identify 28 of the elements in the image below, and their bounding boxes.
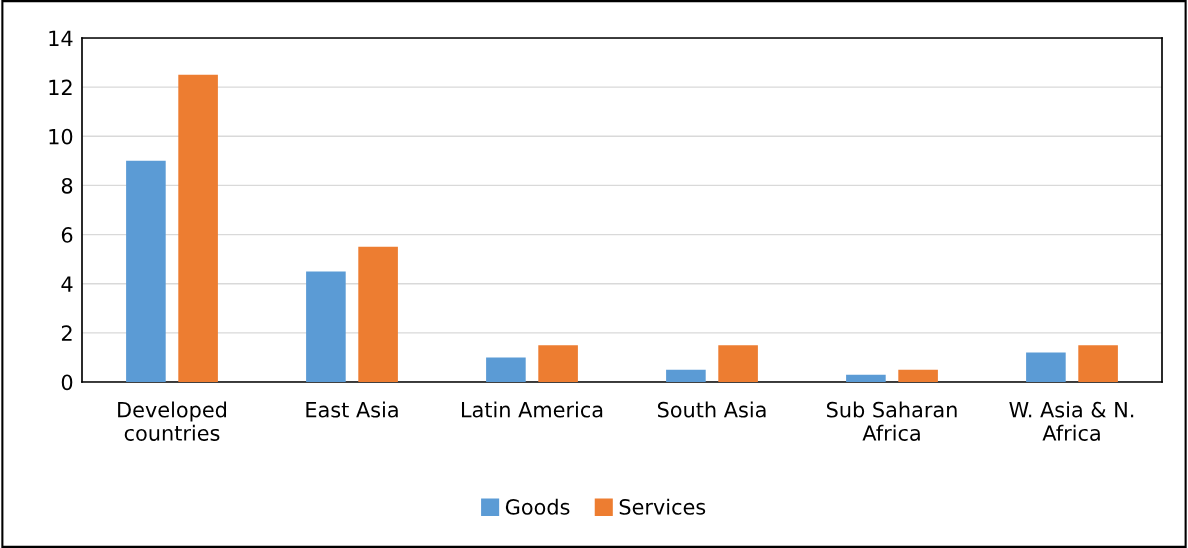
x-tick-label: East Asia	[306, 401, 398, 418]
legend-label: Goods	[505, 498, 570, 515]
bar	[846, 374, 886, 382]
y-tick-label: 4	[61, 276, 73, 292]
bar	[898, 369, 938, 382]
y-tick-label: 2	[61, 325, 72, 341]
y-tick-label: 6	[61, 227, 73, 243]
y-tick-label: 8	[61, 177, 73, 194]
y-tick-label: 10	[49, 128, 73, 145]
bar	[306, 271, 346, 382]
x-tick-label: Developed countries	[118, 401, 227, 441]
bar	[358, 246, 398, 382]
bar	[178, 74, 218, 382]
bar	[718, 345, 758, 382]
x-tick-label: South Asia	[657, 401, 766, 418]
y-tick-label: 14	[49, 30, 73, 46]
bar	[538, 345, 578, 382]
y-tick-label: 0	[61, 374, 73, 391]
legend-label: Services	[619, 498, 706, 515]
bar	[126, 160, 166, 382]
bar	[486, 357, 526, 382]
bar	[1078, 345, 1118, 382]
x-tick-label: Sub Saharan Africa	[826, 401, 957, 441]
x-tick-label: W. Asia & N. Africa	[1009, 401, 1134, 441]
x-tick-label: Latin America	[462, 401, 603, 418]
bar	[1026, 352, 1066, 382]
bar	[666, 369, 706, 382]
y-tick-label: 12	[49, 79, 72, 96]
